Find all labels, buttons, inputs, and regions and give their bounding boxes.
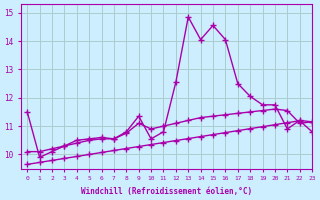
- X-axis label: Windchill (Refroidissement éolien,°C): Windchill (Refroidissement éolien,°C): [81, 187, 252, 196]
